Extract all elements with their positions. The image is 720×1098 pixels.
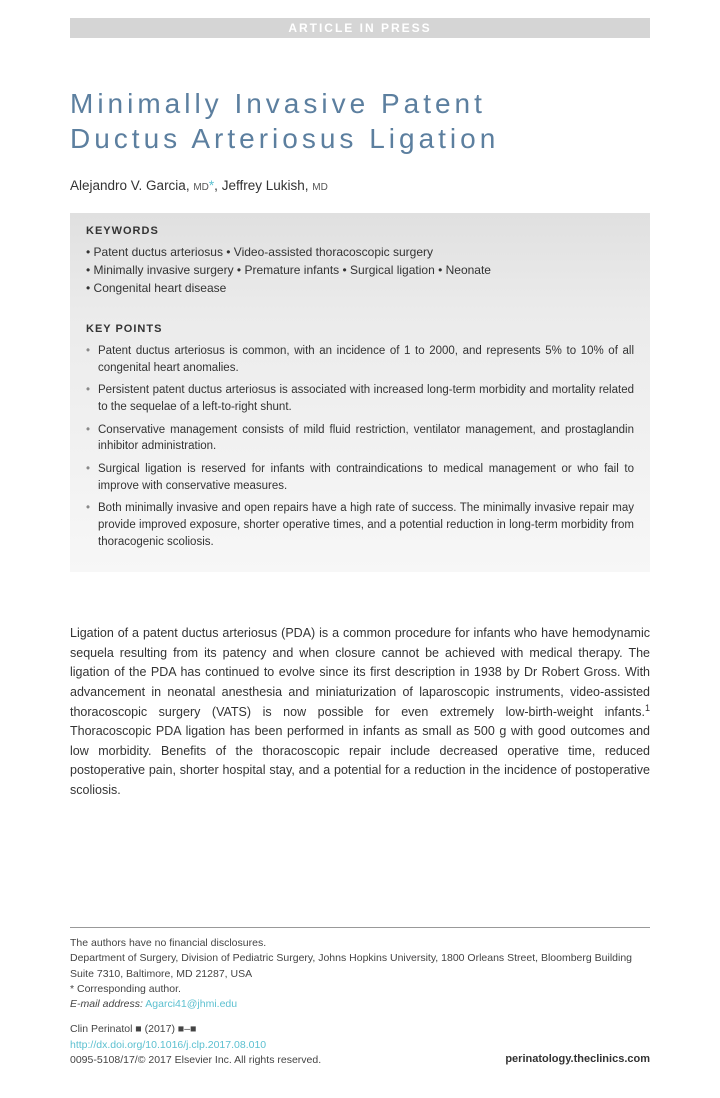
article-in-press-banner: ARTICLE IN PRESS [70, 18, 650, 38]
footer-section: The authors have no financial disclosure… [70, 927, 650, 1068]
issn-copyright: 0095-5108/17/© 2017 Elsevier Inc. All ri… [70, 1053, 321, 1068]
authors-line: Alejandro V. Garcia, MD*, Jeffrey Lukish… [70, 178, 650, 193]
email-address[interactable]: Agarci41@jhmi.edu [145, 998, 237, 1010]
affiliation-text: Department of Surgery, Division of Pedia… [70, 951, 650, 981]
disclosure-text: The authors have no financial disclosure… [70, 936, 650, 951]
keywords-line-1: • Patent ductus arteriosus • Video-assis… [86, 243, 634, 261]
author-2-name: Jeffrey Lukish, [222, 178, 309, 193]
corresponding-author-text: * Corresponding author. [70, 982, 650, 997]
keypoint-item: Surgical ligation is reserved for infant… [86, 461, 634, 494]
body-text-a: Ligation of a patent ductus arteriosus (… [70, 626, 650, 719]
keypoint-item: Persistent patent ductus arteriosus is a… [86, 382, 634, 415]
author-1-credentials: MD [193, 182, 209, 193]
title-line-2: Ductus Arteriosus Ligation [70, 123, 499, 154]
author-2-credentials: MD [312, 182, 328, 193]
email-line: E-mail address: Agarci41@jhmi.edu [70, 997, 650, 1012]
author-separator: , [214, 178, 222, 193]
keypoints-box: KEY POINTS Patent ductus arteriosus is c… [70, 311, 650, 572]
keypoints-list: Patent ductus arteriosus is common, with… [86, 343, 634, 550]
keypoints-heading: KEY POINTS [86, 323, 634, 335]
keywords-list: • Patent ductus arteriosus • Video-assis… [86, 243, 634, 297]
keypoint-item: Both minimally invasive and open repairs… [86, 500, 634, 550]
keywords-heading: KEYWORDS [86, 225, 634, 237]
keypoint-item: Patent ductus arteriosus is common, with… [86, 343, 634, 376]
body-text-b: Thoracoscopic PDA ligation has been perf… [70, 724, 650, 796]
main-content: Minimally Invasive Patent Ductus Arterio… [0, 86, 720, 800]
reference-sup-1: 1 [645, 703, 650, 713]
keypoint-item: Conservative management consists of mild… [86, 422, 634, 455]
doi-link[interactable]: http://dx.doi.org/10.1016/j.clp.2017.08.… [70, 1038, 321, 1053]
title-line-1: Minimally Invasive Patent [70, 88, 486, 119]
article-title: Minimally Invasive Patent Ductus Arterio… [70, 86, 650, 156]
journal-citation: Clin Perinatol ■ (2017) ■–■ [70, 1022, 321, 1037]
author-1-name: Alejandro V. Garcia, [70, 178, 190, 193]
email-label: E-mail address: [70, 998, 143, 1010]
journal-left: Clin Perinatol ■ (2017) ■–■ http://dx.do… [70, 1022, 321, 1068]
body-paragraph: Ligation of a patent ductus arteriosus (… [70, 624, 650, 800]
journal-website[interactable]: perinatology.theclinics.com [505, 1052, 650, 1068]
journal-line: Clin Perinatol ■ (2017) ■–■ http://dx.do… [70, 1022, 650, 1068]
keywords-line-2: • Minimally invasive surgery • Premature… [86, 261, 634, 279]
keywords-line-3: • Congenital heart disease [86, 279, 634, 297]
keywords-box: KEYWORDS • Patent ductus arteriosus • Vi… [70, 213, 650, 311]
